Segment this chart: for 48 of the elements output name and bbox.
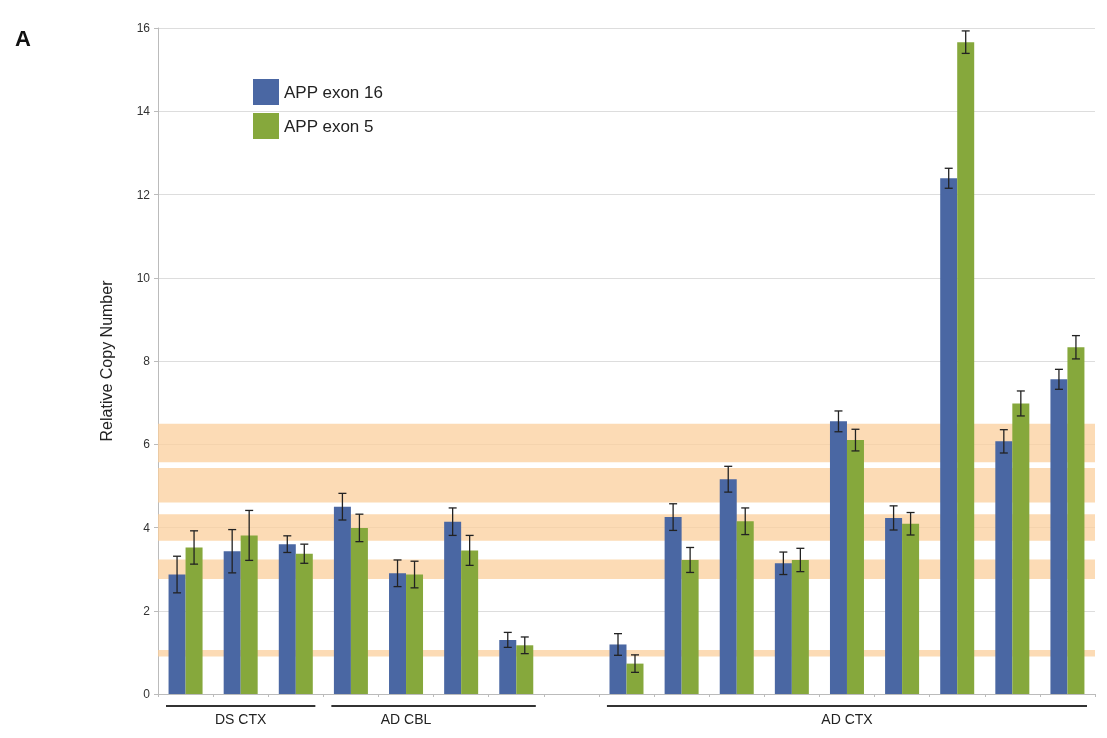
bar (1067, 347, 1085, 694)
y-tick-label: 10 (136, 270, 151, 285)
bar (626, 663, 644, 694)
x-tick-label: DS CTX (215, 711, 267, 727)
bar (846, 440, 864, 694)
bar (1050, 379, 1068, 694)
bar (461, 550, 479, 694)
y-tick-label: 4 (143, 520, 151, 535)
bar (1012, 403, 1030, 694)
legend-label: APP exon 16 (284, 82, 383, 102)
bar (791, 559, 809, 694)
bar (957, 42, 975, 694)
bar (444, 521, 462, 694)
bar (223, 551, 241, 694)
bar (774, 563, 792, 694)
bar (885, 517, 903, 694)
chart-title: A (15, 25, 31, 51)
bar (389, 573, 407, 694)
y-tick-label: 6 (143, 437, 151, 452)
bar (609, 644, 627, 694)
bar (350, 527, 368, 694)
x-tick-label: AD CBL (380, 711, 432, 727)
x-tick-label: AD CTX (821, 711, 874, 727)
y-tick-label: 2 (143, 603, 151, 618)
bar (168, 574, 186, 694)
y-tick-label: 12 (136, 187, 151, 202)
bar (406, 574, 424, 694)
bar (829, 421, 847, 694)
bar (902, 523, 920, 694)
y-tick-label: 8 (143, 354, 151, 368)
bar (719, 479, 737, 694)
bar (333, 506, 351, 694)
y-axis-title: Relative Copy Number (97, 279, 115, 442)
bar (516, 645, 534, 694)
legend-label: APP exon 5 (284, 116, 374, 136)
bar (295, 553, 313, 694)
bar (499, 639, 517, 694)
bar (278, 544, 296, 694)
bar (681, 559, 699, 694)
bar (736, 521, 754, 694)
y-tick-label: 0 (143, 687, 151, 701)
y-tick-label: 16 (136, 21, 151, 35)
bar (940, 178, 958, 694)
y-tick-label: 14 (136, 104, 151, 119)
bar (185, 547, 203, 694)
bar (664, 517, 682, 694)
bar (240, 535, 258, 694)
bar (995, 441, 1013, 694)
